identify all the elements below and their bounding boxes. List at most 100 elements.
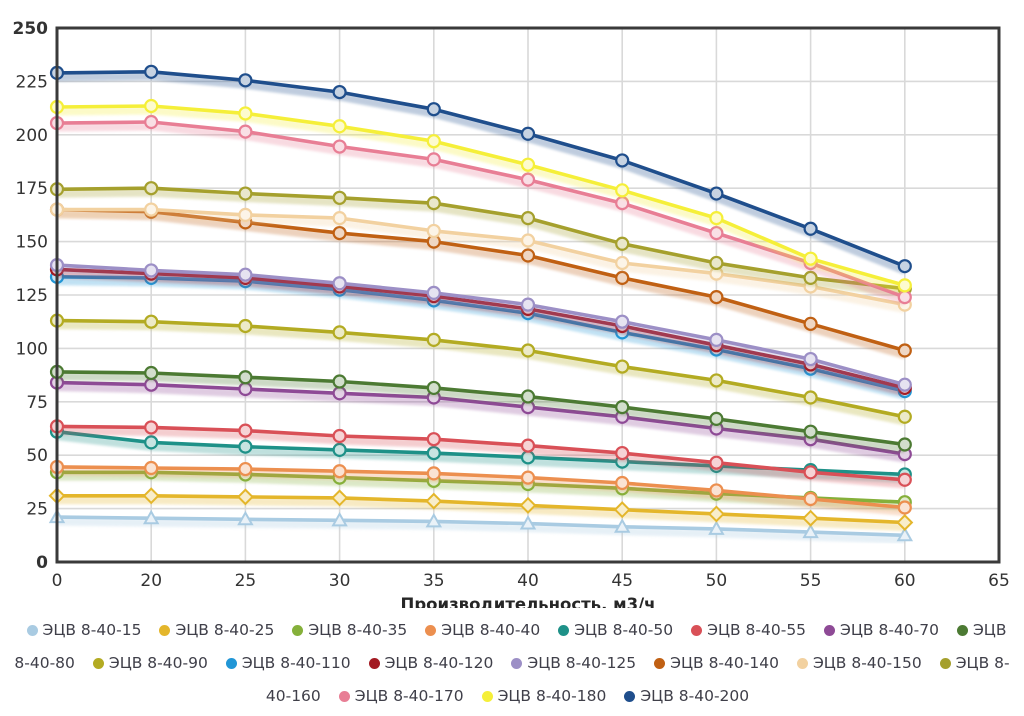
data-point-marker (332, 428, 347, 444)
series-halo (56, 383, 906, 463)
data-point-marker (615, 183, 630, 198)
data-point-marker (803, 465, 818, 480)
legend-item[interactable]: ЭЦВ 8-40-120 (368, 654, 494, 672)
x-tick-label: 50 (706, 571, 728, 591)
data-point-marker (332, 325, 347, 340)
data-point-marker (425, 492, 443, 510)
data-point-marker (332, 139, 347, 154)
series-8-40-125 (49, 257, 912, 394)
data-point-marker (802, 523, 819, 539)
series-line (55, 380, 907, 456)
data-point-marker (331, 489, 349, 507)
data-point-marker (426, 196, 441, 211)
legend-item[interactable]: ЭЦВ 8-40-170 (338, 687, 464, 705)
data-point-marker (709, 483, 724, 498)
legend-item[interactable]: ЭЦВ 8-40-125 (511, 654, 636, 672)
data-point-marker (425, 512, 443, 528)
data-point-marker (238, 267, 253, 282)
x-tick-label: 45 (611, 571, 633, 591)
data-point-marker (615, 270, 630, 286)
data-point-marker (897, 278, 912, 293)
legend-marker-icon (338, 691, 350, 702)
legend-item[interactable]: ЭЦВ 8-40-180 (481, 687, 606, 705)
series-halo (56, 72, 907, 275)
series-line (55, 494, 907, 525)
x-tick-label: 60 (894, 571, 916, 591)
legend-marker-icon (654, 658, 666, 669)
data-point-marker (332, 84, 347, 100)
legend-label: ЭЦВ 8-40-170 (354, 687, 464, 705)
series-8-40-160 (49, 181, 912, 298)
legend-label: ЭЦВ 8-40-80 (14, 621, 1007, 672)
series-line (55, 370, 907, 447)
data-point-marker (615, 236, 630, 251)
legend-marker-icon (225, 658, 237, 669)
data-point-marker (520, 211, 536, 226)
legend-label: ЭЦВ 8-40-15 (42, 621, 142, 639)
legend-item[interactable]: ЭЦВ 8-40-160 (266, 654, 1010, 705)
data-point-marker (520, 297, 536, 312)
x-axis-labels: 0 20 25 30 35 40 45 50 55 60 65 (52, 571, 1010, 591)
data-point-marker (144, 314, 159, 329)
series-line (55, 186, 907, 291)
legend-label: ЭЦВ 8-40-120 (384, 654, 494, 672)
data-point-marker (615, 153, 630, 168)
data-point-marker (803, 270, 818, 286)
legend-marker-icon (92, 658, 104, 669)
legend-item[interactable]: ЭЦВ 8-40-70 (824, 621, 939, 639)
data-point-marker (238, 124, 253, 139)
legend-marker-icon (425, 625, 437, 636)
data-point-marker (144, 435, 159, 450)
data-point-marker (142, 487, 160, 505)
legend-label: ЭЦВ 8-40-25 (175, 621, 275, 639)
data-point-marker (709, 455, 724, 470)
legend-marker-icon (939, 658, 951, 669)
data-point-marker (144, 420, 159, 435)
legend-marker-icon (624, 691, 636, 702)
x-tick-label: 40 (517, 571, 539, 591)
legend-item[interactable]: ЭЦВ 8-40-40 (425, 621, 540, 639)
data-point-marker (332, 190, 347, 205)
series-line (55, 70, 907, 268)
data-point-marker (144, 460, 159, 476)
data-point-marker (615, 314, 630, 329)
series-8-40-180 (49, 98, 912, 294)
legend-label: ЭЦВ 8-40-50 (574, 621, 674, 639)
data-point-marker (708, 520, 725, 535)
series-8-40-25 (48, 487, 914, 531)
data-point-marker (332, 211, 347, 226)
legend-item[interactable]: ЭЦВ 8-40-50 (558, 621, 673, 639)
y-tick-label: 75 (26, 393, 48, 413)
legend-item[interactable]: ЭЦВ 8-40-90 (92, 654, 208, 672)
data-point-marker (709, 186, 724, 201)
y-tick-label: 125 (16, 286, 48, 306)
legend-item[interactable]: ЭЦВ 8-40-80 (14, 621, 1006, 672)
y-tick-label: 175 (16, 179, 48, 199)
data-point-marker (615, 400, 630, 415)
legend-item[interactable]: ЭЦВ 8-40-150 (796, 654, 922, 672)
data-point-marker (520, 248, 536, 263)
series-line (55, 263, 907, 387)
legend-item[interactable]: ЭЦВ 8-40-15 (26, 621, 142, 639)
legend-marker-icon (558, 625, 570, 636)
x-tick-label: 55 (800, 571, 822, 591)
data-point-marker (803, 251, 818, 266)
y-tick-label: 250 (13, 19, 49, 39)
data-point-marker (332, 374, 347, 389)
series-halo (57, 210, 906, 314)
series-line (55, 465, 907, 510)
data-point-marker (615, 475, 630, 491)
legend-item[interactable]: ЭЦВ 8-40-140 (654, 654, 779, 672)
data-point-marker (142, 509, 160, 525)
legend-marker-icon (26, 625, 38, 636)
data-point-marker (897, 377, 912, 392)
legend-item[interactable]: ЭЦВ 8-40-110 (225, 654, 351, 672)
data-point-marker (238, 207, 253, 222)
legend-item[interactable]: ЭЦВ 8-40-55 (691, 621, 806, 639)
legend-marker-icon (511, 658, 523, 669)
legend-item[interactable]: ЭЦВ 8-40-25 (159, 621, 274, 639)
data-point-marker (709, 373, 724, 388)
legend-item[interactable]: ЭЦВ 8-40-35 (292, 621, 407, 639)
legend-item[interactable]: ЭЦВ 8-40-200 (624, 687, 749, 705)
data-point-marker (426, 102, 441, 117)
